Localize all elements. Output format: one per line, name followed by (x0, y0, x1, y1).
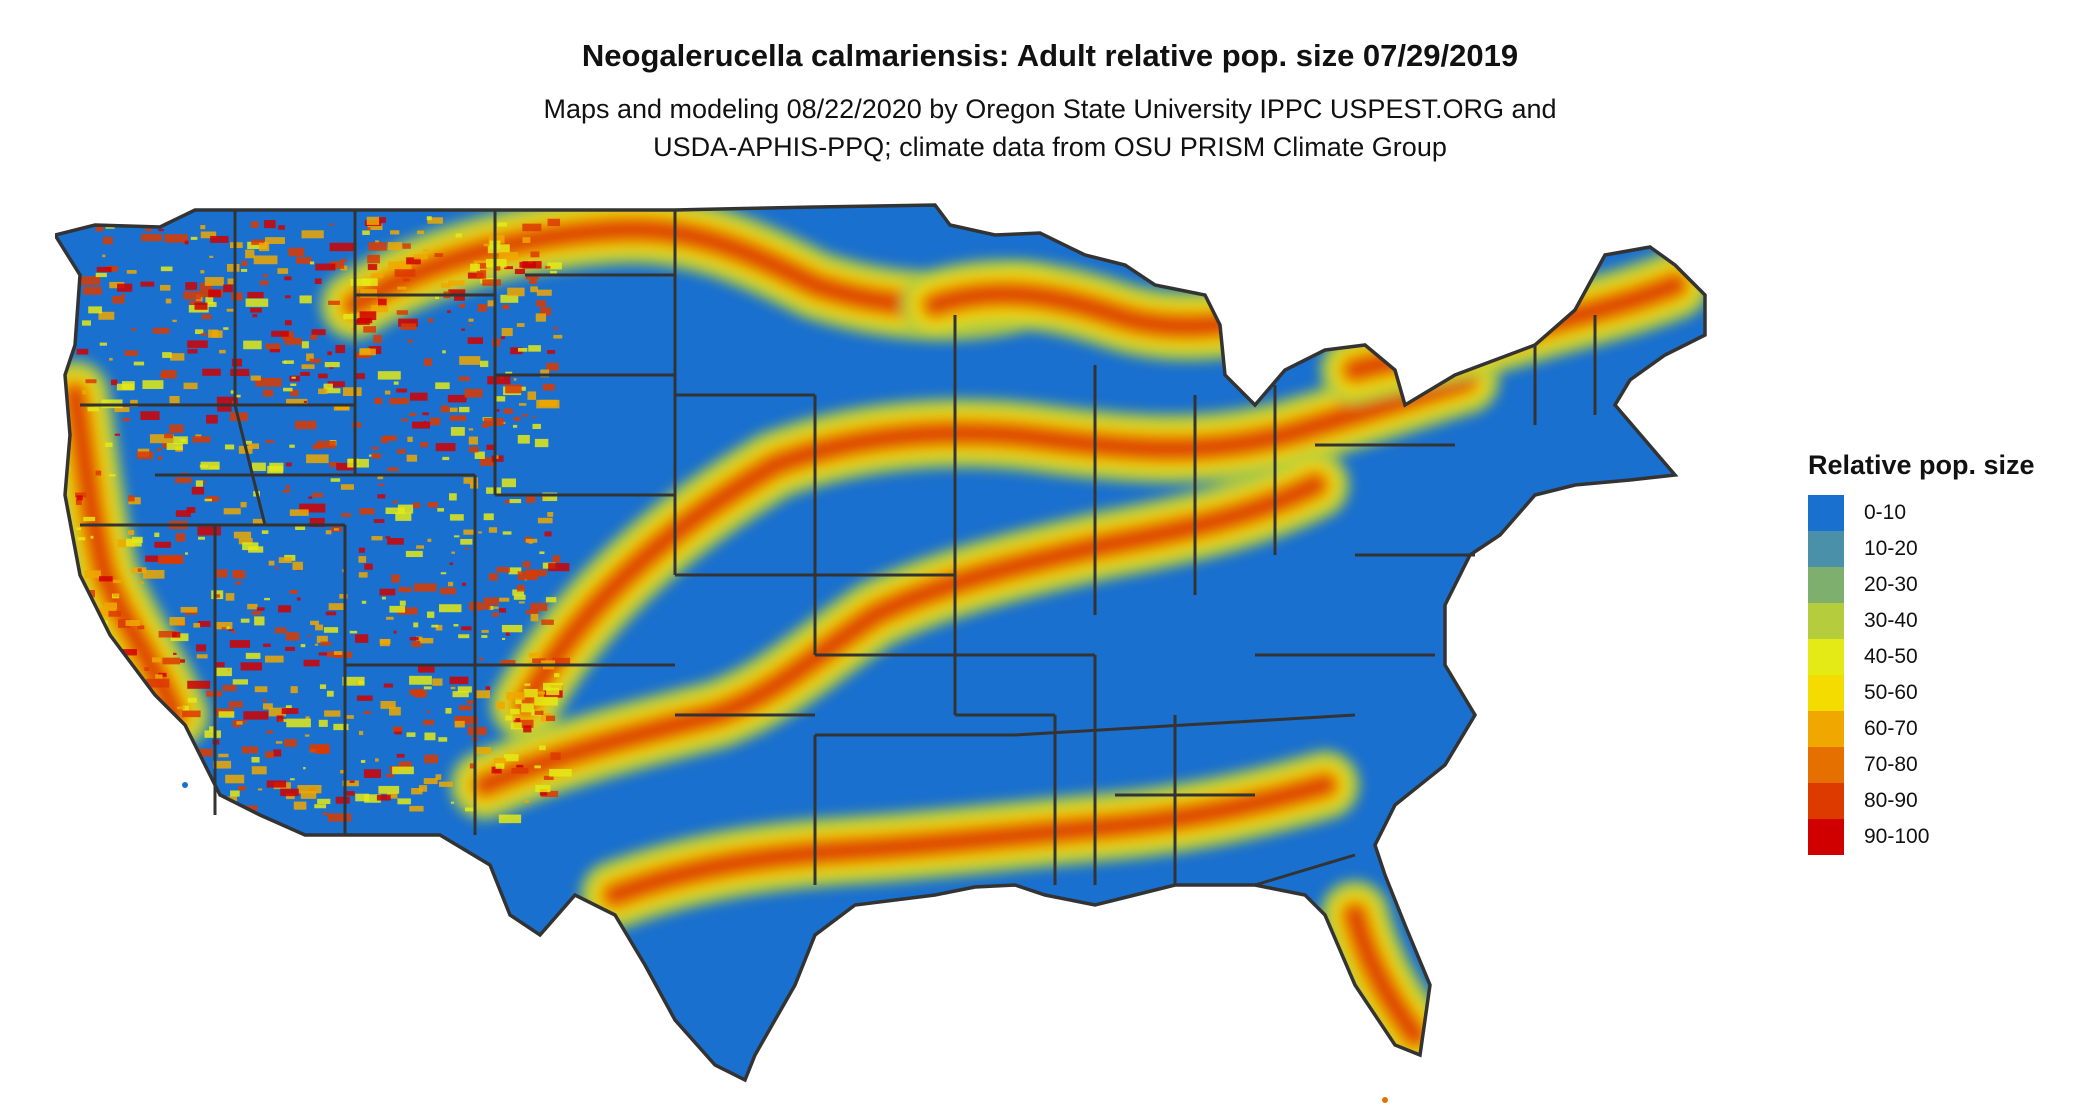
legend-swatch (1808, 567, 1844, 603)
legend-label: 90-100 (1864, 825, 1930, 848)
legend-label: 60-70 (1864, 717, 1918, 740)
subtitle-line-1: Maps and modeling 08/22/2020 by Oregon S… (543, 94, 1557, 124)
legend-label: 0-10 (1864, 501, 1907, 524)
legend-swatch (1808, 783, 1844, 819)
legend-label: 80-90 (1864, 789, 1918, 812)
legend-label: 40-50 (1864, 645, 1918, 668)
legend-swatch (1808, 819, 1844, 855)
legend-swatch (1808, 603, 1844, 639)
legend-item: 30-40 (1808, 603, 2035, 639)
legend-swatch (1808, 639, 1844, 675)
legend-item: 10-20 (1808, 531, 2035, 567)
us-heat-map (55, 203, 1707, 1103)
legend-item: 90-100 (1808, 819, 2035, 855)
legend-item: 20-30 (1808, 567, 2035, 603)
legend-swatch (1808, 747, 1844, 783)
map-title: Neogalerucella calmariensis: Adult relat… (581, 38, 1519, 73)
legend-label: 10-20 (1864, 537, 1918, 560)
legend-label: 70-80 (1864, 753, 1918, 776)
legend-item: 50-60 (1808, 675, 2035, 711)
legend-swatch (1808, 711, 1844, 747)
legend-items: 0-10 10-20 20-30 30-40 40-50 50-60 60-70 70-80 8… (1808, 495, 2035, 855)
legend-swatch (1808, 675, 1844, 711)
legend-swatch (1808, 495, 1844, 531)
legend-item: 0-10 (1808, 495, 2035, 531)
legend-label: 50-60 (1864, 681, 1918, 704)
legend-item: 60-70 (1808, 711, 2035, 747)
legend-title: Relative pop. size (1808, 450, 2035, 480)
legend-swatch (1808, 531, 1844, 567)
map-subtitle: Maps and modeling 08/22/2020 by Oregon S… (0, 90, 2100, 166)
legend-item: 70-80 (1808, 747, 2035, 783)
legend-item: 40-50 (1808, 639, 2035, 675)
legend-label: 20-30 (1864, 573, 1918, 596)
subtitle-line-2: USDA-APHIS-PPQ; climate data from OSU PR… (653, 132, 1447, 162)
legend-label: 30-40 (1864, 609, 1918, 632)
legend: Relative pop. size 0-10 10-20 20-30 30-40 40… (1808, 450, 2035, 855)
legend-item: 80-90 (1808, 783, 2035, 819)
